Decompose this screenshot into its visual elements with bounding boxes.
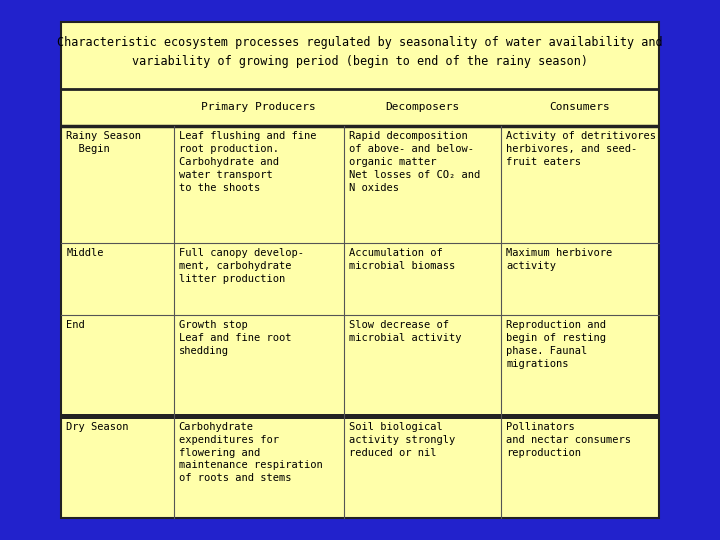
Bar	[61, 414, 659, 418]
Text: End: End	[66, 320, 85, 330]
Text: Consumers: Consumers	[549, 102, 611, 112]
Text: Middle: Middle	[66, 248, 104, 258]
Text: Decomposers: Decomposers	[385, 102, 460, 112]
Text: Primary Producers: Primary Producers	[202, 102, 316, 112]
Text: Rapid decomposition
of above- and below-
organic matter
Net losses of CO₂ and
N : Rapid decomposition of above- and below-…	[349, 131, 480, 193]
Text: Pollinators
and nectar consumers
reproduction: Pollinators and nectar consumers reprodu…	[506, 422, 631, 457]
Text: Reproduction and
begin of resting
phase. Faunal
migrations: Reproduction and begin of resting phase.…	[506, 320, 606, 368]
Text: Dry Season: Dry Season	[66, 422, 129, 432]
Text: Soil biological
activity strongly
reduced or nil: Soil biological activity strongly reduce…	[349, 422, 455, 457]
Text: Characteristic ecosystem processes regulated by seasonality of water availabilit: Characteristic ecosystem processes regul…	[57, 36, 663, 69]
Text: Growth stop
Leaf and fine root
shedding: Growth stop Leaf and fine root shedding	[179, 320, 291, 356]
Text: Slow decrease of
microbial activity: Slow decrease of microbial activity	[349, 320, 462, 343]
Text: Rainy Season
  Begin: Rainy Season Begin	[66, 131, 141, 154]
Text: Carbohydrate
expenditures for
flowering and
maintenance respiration
of roots and: Carbohydrate expenditures for flowering …	[179, 422, 323, 483]
Bar	[61, 22, 659, 518]
Text: Activity of detritivores
herbivores, and seed-
fruit eaters: Activity of detritivores herbivores, and…	[506, 131, 657, 167]
Text: Full canopy develop-
ment, carbohydrate
litter production: Full canopy develop- ment, carbohydrate …	[179, 248, 304, 284]
Text: Leaf flushing and fine
root production.
Carbohydrate and
water transport
to the : Leaf flushing and fine root production. …	[179, 131, 316, 193]
Text: Accumulation of
microbial biomass: Accumulation of microbial biomass	[349, 248, 455, 271]
Text: Maximum herbivore
activity: Maximum herbivore activity	[506, 248, 613, 271]
